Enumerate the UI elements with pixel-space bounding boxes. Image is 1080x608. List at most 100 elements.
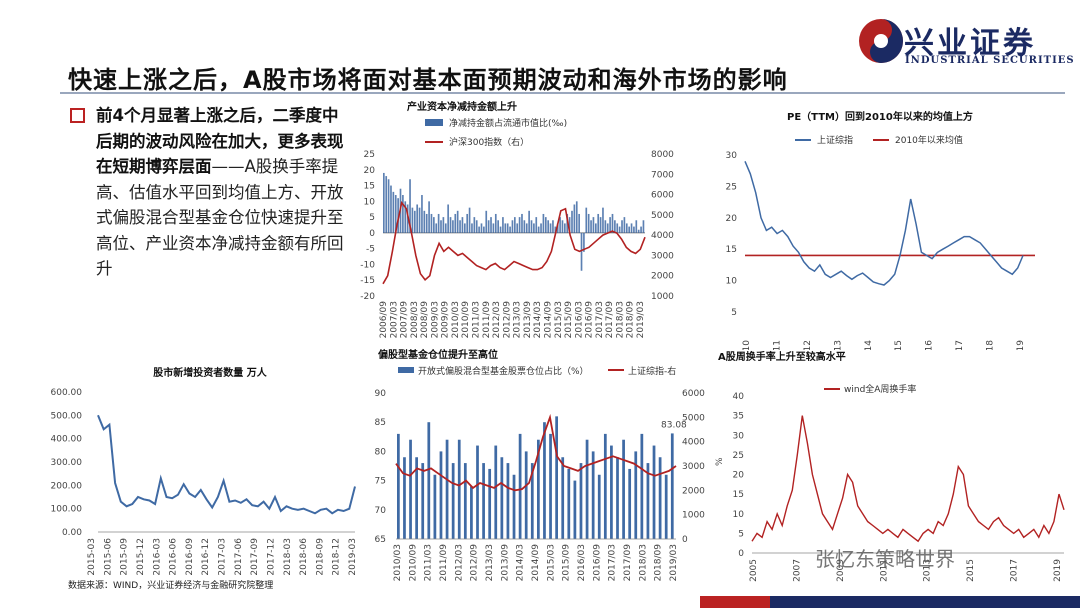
bar-mark (664, 474, 668, 539)
bar-mark (490, 217, 492, 233)
y-tick-label: -20 (360, 292, 375, 302)
bar-mark (642, 220, 645, 233)
footer-accent-navy (770, 596, 1080, 608)
bar-mark (628, 226, 630, 233)
bar-mark (580, 232, 583, 271)
x-tick-label: 2019/03 (669, 544, 679, 581)
bar-mark (499, 226, 502, 233)
bar-mark (537, 226, 540, 233)
x-tick-label: 2018 (986, 340, 996, 350)
x-tick-label: 2007/09 (400, 301, 410, 339)
bar-mark (561, 220, 564, 233)
y-right-tick-label: 1000 (682, 511, 705, 521)
bar-mark (594, 223, 597, 233)
x-tick-label: 2017/09 (605, 301, 615, 339)
y-right-tick-label: 1000 (651, 292, 674, 302)
x-tick-label: 2019-03 (348, 538, 358, 576)
bar-mark (478, 226, 480, 233)
bar-mark (583, 232, 585, 252)
bar-mark (487, 220, 490, 233)
x-tick-label: 2015 (894, 340, 904, 350)
bar-mark (628, 468, 632, 539)
y-tick-label: 5 (369, 213, 375, 223)
x-tick-label: 2017/03 (595, 301, 605, 338)
y-right-tick-label: 0 (682, 535, 688, 545)
data-source-note: 数据来源：WIND，兴业证券经济与金融研究院整理 (68, 581, 274, 591)
page-title: 快速上涨之后，A股市场将面对基本面预期波动和海外市场的影响 (68, 66, 788, 94)
bar-mark (533, 223, 535, 233)
y-tick-label: 85 (375, 418, 386, 428)
bar-mark (633, 226, 635, 233)
x-tick-label: 2010/03 (451, 301, 461, 338)
x-tick-label: 2012 (803, 340, 813, 350)
x-tick-label: 2017 (955, 340, 965, 350)
bar-mark (454, 213, 457, 233)
bar-mark (402, 195, 404, 233)
legend-label-line: 上证综指-右 (628, 365, 676, 377)
y-tick-label: 30 (733, 431, 745, 441)
industrial-securities-logo (859, 19, 903, 63)
legend-swatch-bar (425, 119, 443, 126)
x-tick-label: 2017-03 (218, 538, 228, 576)
x-tick-label: 2006/09 (379, 301, 389, 339)
y-tick-label: 10 (733, 510, 745, 520)
x-tick-label: 2016 (925, 340, 935, 350)
bar-mark (616, 457, 619, 539)
bar-mark (416, 204, 419, 233)
logo-text-cn: 兴业证券 (904, 26, 1036, 61)
y-right-tick-label: 2000 (651, 272, 674, 282)
bar-mark (568, 217, 571, 233)
bullet-bold-text: 前4个月显著上涨之后，二季度中后期的波动风险在加大，更多表现在短期博弈层面 (96, 106, 344, 176)
chart-turnover: A股周换手率上升至较高水平wind全A周换手率%4035302520151050… (715, 350, 1065, 582)
bar-mark (604, 220, 607, 233)
bar-mark (433, 217, 435, 233)
bar-mark (404, 201, 407, 233)
bar-mark (616, 223, 619, 233)
bar-mark (475, 220, 478, 233)
x-tick-label: 2012/03 (454, 544, 464, 581)
bar-mark (623, 217, 626, 233)
bar-mark (537, 439, 540, 539)
bar-mark (427, 422, 431, 539)
x-tick-label: 2019 (1016, 340, 1026, 350)
bar-mark (599, 217, 602, 233)
x-tick-label: 2016/03 (577, 544, 587, 581)
bar-mark (561, 457, 565, 539)
bar-mark (506, 463, 510, 539)
x-tick-label: 2017/09 (623, 544, 633, 582)
turnover-line (751, 415, 1065, 543)
x-tick-label: 2017-06 (234, 538, 244, 576)
bar-mark (449, 217, 452, 233)
bar-mark (397, 198, 399, 233)
x-tick-label: 2007 (792, 559, 802, 582)
bar-mark (444, 223, 447, 233)
y-right-tick-label: 4000 (651, 231, 674, 241)
bar-mark (521, 213, 523, 233)
y-tick-label: -15 (360, 276, 375, 286)
x-tick-label: 2012/03 (492, 301, 502, 338)
bar-mark (573, 480, 577, 539)
bar-mark (452, 220, 454, 233)
bar-mark (621, 220, 623, 233)
last-value-label: 83.08 (661, 420, 687, 430)
chart-title: PE（TTM）回到2010年以来的均值上方 (787, 110, 973, 123)
bar-mark (606, 223, 609, 233)
y-tick-label: 80 (375, 447, 387, 457)
bar-mark (415, 457, 418, 539)
x-tick-label: 2017-09 (250, 538, 260, 576)
bar-mark (483, 226, 485, 233)
y-tick-label: 600.00 (51, 388, 83, 398)
bar-mark (504, 223, 507, 233)
bar-mark (411, 207, 414, 233)
x-tick-label: 2007/03 (389, 301, 399, 338)
x-tick-label: 2013/09 (523, 301, 533, 339)
y-tick-label: 5 (738, 529, 744, 539)
x-tick-label: 2016-03 (152, 538, 162, 576)
x-tick-label: 2014/03 (516, 544, 526, 581)
bar-mark (592, 217, 595, 233)
y-tick-label: 400.00 (51, 435, 83, 445)
bar-mark (587, 213, 590, 233)
y-right-tick-label: 3000 (651, 251, 674, 261)
y-tick-label: 15 (726, 245, 737, 255)
x-tick-label: 2015-09 (120, 538, 130, 576)
